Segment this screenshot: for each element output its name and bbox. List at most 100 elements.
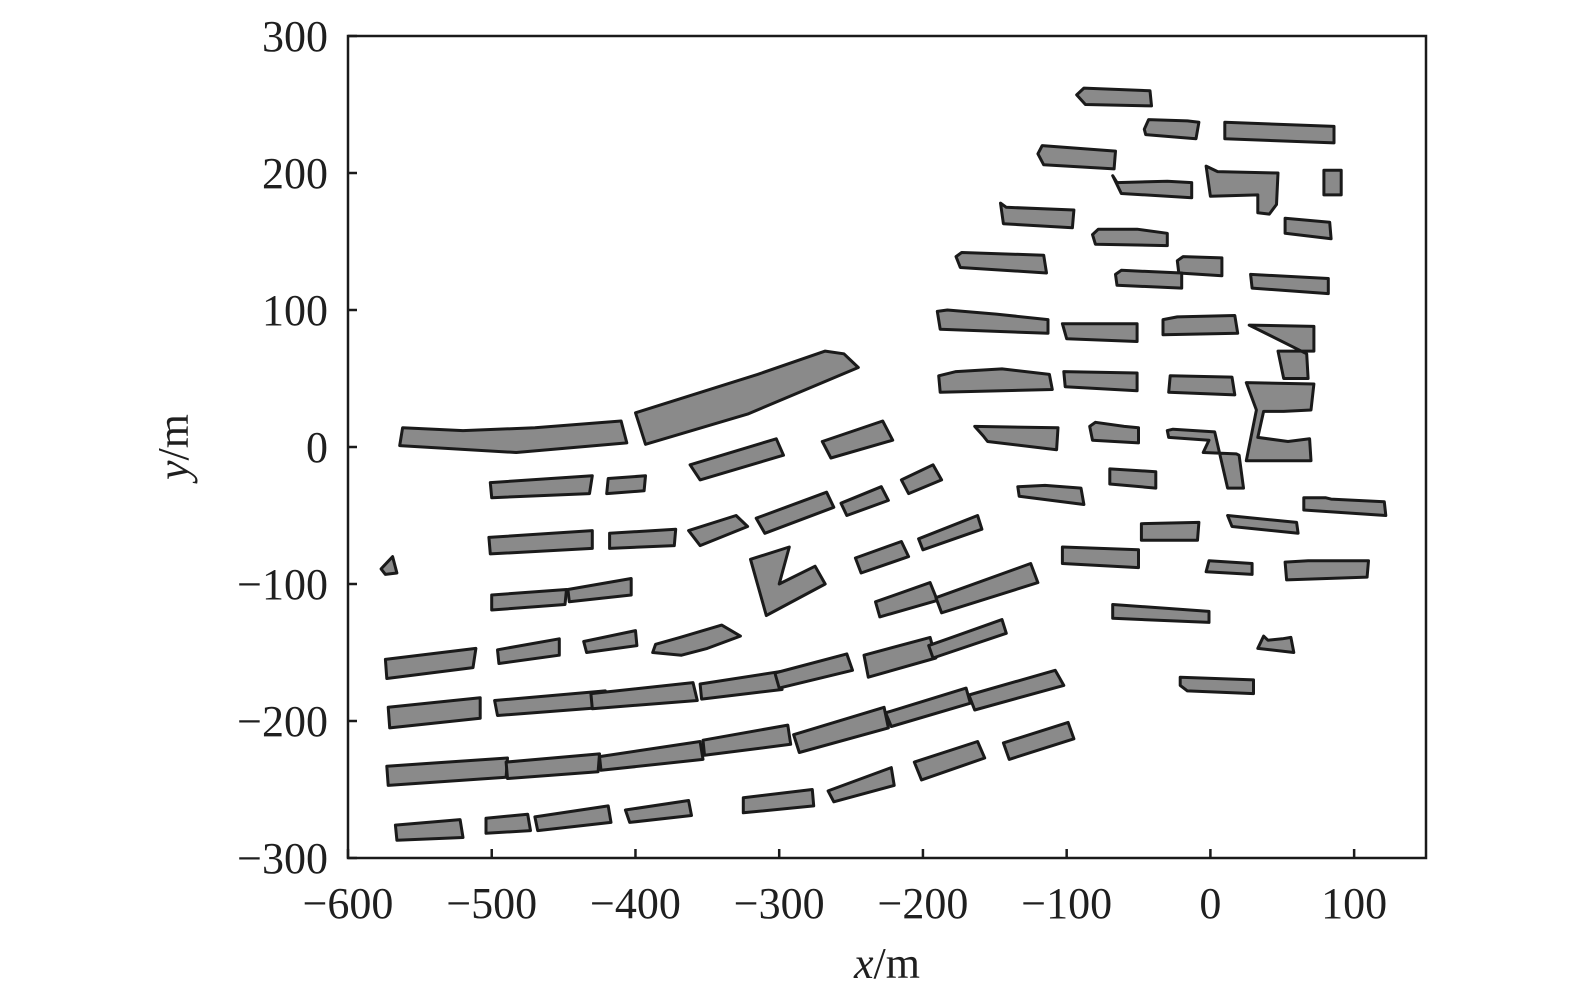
building-footprint (1016, 483, 1086, 506)
building-footprint (605, 474, 647, 496)
building-footprint (386, 696, 482, 730)
building-footprint (826, 766, 896, 804)
building-footprint (598, 740, 705, 772)
building-footprint (623, 799, 693, 824)
x-tick-label: −300 (734, 879, 825, 928)
building-footprint (853, 540, 911, 575)
y-tick-label: −200 (237, 697, 328, 746)
x-tick-label: 0 (1199, 879, 1221, 928)
building-footprint (1302, 496, 1388, 517)
building-footprint (1060, 545, 1140, 570)
building-footprint (1091, 227, 1169, 248)
buildings-layer (379, 86, 1388, 842)
building-footprint (634, 349, 860, 446)
building-footprint (484, 812, 532, 835)
building-footprint (1111, 603, 1211, 624)
building-footprint (1249, 272, 1330, 296)
building-footprint (379, 555, 399, 576)
building-footprint (698, 670, 784, 701)
building-footprint (917, 514, 984, 552)
building-footprint (934, 562, 1040, 615)
building-footprint (1108, 467, 1158, 490)
x-tick-label: −600 (303, 879, 394, 928)
building-footprint (383, 646, 478, 680)
building-footprint (496, 637, 561, 665)
building-footprint (973, 424, 1060, 452)
building-footprint (393, 818, 465, 842)
x-tick-label: −500 (446, 879, 537, 928)
x-tick-label: −400 (590, 879, 681, 928)
building-footprint (493, 689, 607, 717)
building-footprint (1175, 255, 1224, 278)
building-footprint (1283, 559, 1370, 582)
building-footprint (741, 788, 816, 815)
building-footprint (1062, 370, 1139, 393)
building-footprint (1256, 634, 1296, 654)
building-footprint (385, 756, 509, 787)
y-tick-label: −100 (237, 560, 328, 609)
building-footprint (927, 618, 1008, 660)
building-footprint (820, 419, 895, 460)
building-footprint (1244, 381, 1316, 463)
building-footprint (1165, 427, 1245, 490)
building-footprint (1322, 168, 1343, 197)
building-footprint (1204, 164, 1280, 216)
building-footprint (688, 437, 785, 482)
building-footprint (999, 201, 1076, 230)
building-footprint (1111, 174, 1194, 200)
building-footprint (1226, 514, 1300, 535)
ticks-layer: −600 −500 −400 −300 −200 −100 0 100 300 200 100 0 −1… (237, 12, 1387, 928)
y-tick-label: 100 (262, 286, 328, 335)
x-tick-label: 100 (1321, 879, 1387, 928)
building-footprint (1167, 374, 1237, 397)
building-footprint (1204, 559, 1254, 576)
building-footprint (608, 527, 678, 550)
building-footprint (1088, 420, 1140, 445)
building-footprint (566, 577, 633, 604)
building-footprint (533, 804, 613, 833)
x-axis-label: x/m (853, 939, 920, 988)
building-footprint (1001, 720, 1076, 761)
building-footprint (874, 581, 939, 619)
building-footprint (1060, 322, 1139, 343)
building-footprint (1036, 144, 1117, 171)
y-axis-label: y/m (149, 414, 198, 484)
building-footprint (967, 668, 1066, 712)
building-footprint (773, 652, 854, 690)
building-footprint (935, 308, 1050, 335)
y-tick-label: 200 (262, 149, 328, 198)
building-footprint (1283, 216, 1333, 241)
building-footprint (839, 485, 890, 517)
building-footprint (1075, 86, 1153, 108)
building-footprint (701, 723, 793, 757)
building-footprint (488, 474, 594, 500)
building-footprint (954, 251, 1048, 275)
building-footprint (937, 367, 1054, 394)
building-footprint (504, 752, 601, 780)
building-footprint (1114, 268, 1184, 290)
x-tick-label: −100 (1021, 879, 1112, 928)
x-tick-label: −200 (878, 879, 969, 928)
building-footprint (582, 629, 639, 654)
building-footprint (589, 681, 699, 711)
y-tick-label: −300 (237, 834, 328, 883)
building-footprint (398, 419, 629, 454)
building-footprint (912, 740, 987, 782)
building-footprint (899, 463, 944, 496)
building-footprint (1139, 520, 1201, 542)
building-footprint (490, 588, 568, 612)
building-footprint (1223, 120, 1336, 145)
building-footprint (792, 705, 890, 754)
building-footprint (487, 529, 594, 556)
building-footprint (1178, 675, 1255, 696)
building-footprint (884, 686, 972, 728)
building-footprint (651, 623, 742, 657)
y-tick-label: 300 (262, 12, 328, 61)
building-footprint (1142, 118, 1201, 141)
building-footprint (749, 545, 827, 617)
building-footprint (754, 490, 836, 535)
building-footprint (862, 635, 938, 679)
y-tick-label: 0 (306, 423, 328, 472)
building-footprint (1161, 314, 1240, 337)
